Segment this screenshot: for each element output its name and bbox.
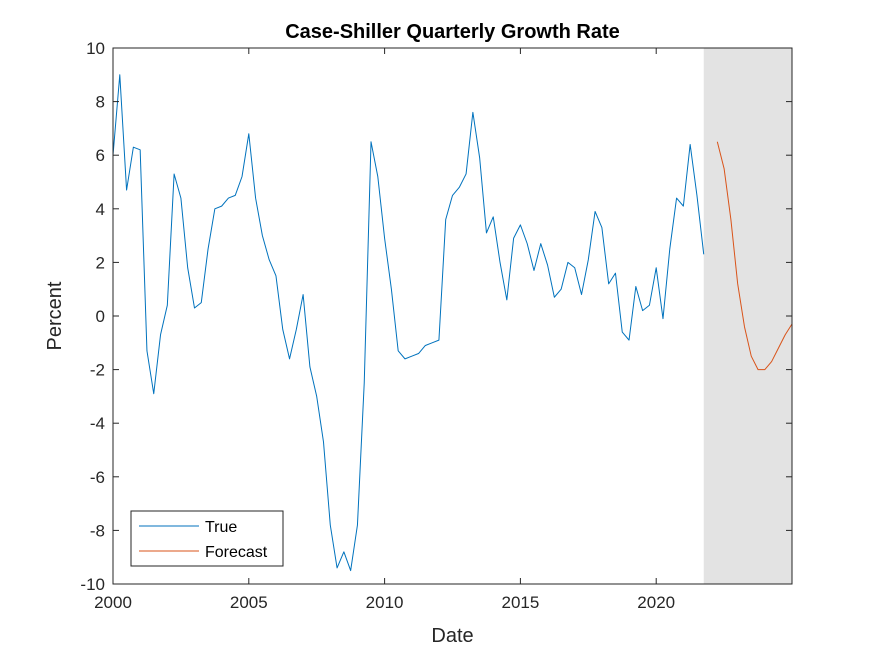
legend-entry-true: True bbox=[205, 519, 237, 536]
y-tick-label: -10 bbox=[80, 575, 105, 594]
y-tick-label: -6 bbox=[90, 468, 105, 487]
y-tick-label: 2 bbox=[96, 253, 105, 272]
y-axis-ticks: -10 -8 -6 -4 -2 0 2 4 6 8 10 bbox=[80, 39, 792, 594]
series-line-true bbox=[112, 74, 705, 572]
x-tick-label: 2005 bbox=[230, 593, 268, 612]
y-tick-label: 8 bbox=[96, 93, 105, 112]
y-tick-label: -8 bbox=[90, 521, 105, 540]
legend-entry-forecast: Forecast bbox=[205, 544, 268, 561]
forecast-region-shading bbox=[703, 48, 792, 584]
series-line-forecast bbox=[716, 141, 793, 371]
x-tick-label: 2015 bbox=[501, 593, 539, 612]
y-tick-label: -2 bbox=[90, 361, 105, 380]
x-axis-ticks: 2000 2005 2010 2015 2020 bbox=[94, 48, 675, 612]
x-tick-label: 2010 bbox=[366, 593, 404, 612]
y-tick-label: 10 bbox=[86, 39, 105, 58]
series-layer bbox=[112, 74, 793, 572]
x-tick-label: 2000 bbox=[94, 593, 132, 612]
legend-box bbox=[130, 510, 284, 567]
y-tick-label: 0 bbox=[96, 307, 105, 326]
x-axis-label: Date bbox=[431, 625, 473, 647]
y-tick-label: 4 bbox=[96, 200, 105, 219]
plot-area bbox=[113, 48, 792, 584]
x-tick-label: 2020 bbox=[637, 593, 675, 612]
y-tick-label: 6 bbox=[96, 146, 105, 165]
y-tick-label: -4 bbox=[90, 414, 105, 433]
y-axis-label: Percent bbox=[44, 281, 66, 350]
legend: True Forecast bbox=[130, 510, 284, 567]
chart-title: Case-Shiller Quarterly Growth Rate bbox=[285, 21, 620, 43]
